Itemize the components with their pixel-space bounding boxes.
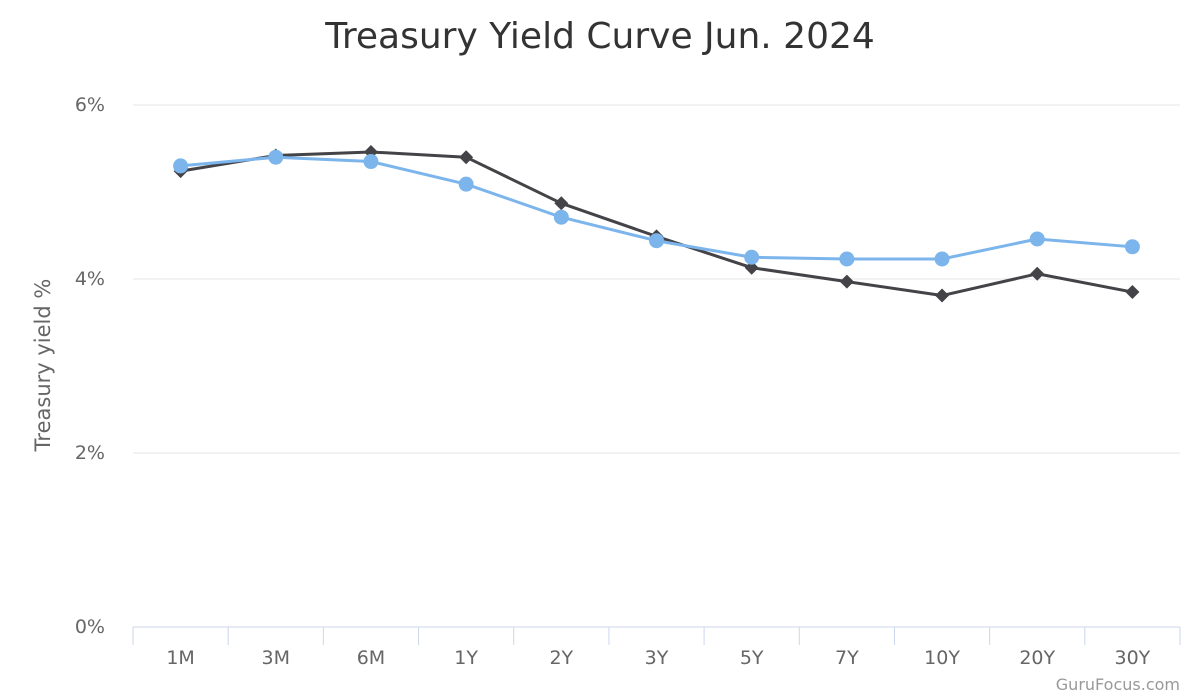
series-2 <box>173 149 1140 267</box>
x-axis-ticks: 1M 3M 6M 1Y 2Y 3Y 5Y 7Y 10Y 20Y 30Y <box>166 647 1150 669</box>
data-point <box>934 251 950 267</box>
data-point <box>459 150 474 165</box>
x-tick-label: 10Y <box>924 647 960 669</box>
data-point <box>1030 266 1045 281</box>
data-point <box>935 288 950 303</box>
x-tick-label: 2Y <box>549 647 573 669</box>
series-line <box>179 150 1134 298</box>
data-point <box>1125 285 1140 300</box>
y-axis-title: Treasury yield % <box>31 279 55 453</box>
x-tick-label: 1M <box>166 647 194 669</box>
x-tick-label: 3M <box>262 647 290 669</box>
x-axis <box>132 626 1181 645</box>
credit-text[interactable]: GuruFocus.com <box>1056 675 1180 694</box>
y-tick-label: 4% <box>75 268 105 290</box>
x-tick-label: 1Y <box>454 647 478 669</box>
x-tick-label: 6M <box>357 647 385 669</box>
series-layer <box>173 144 1140 303</box>
data-point <box>173 158 189 174</box>
data-point <box>268 149 284 165</box>
chart-title: Treasury Yield Curve Jun. 2024 <box>324 16 875 57</box>
data-point <box>1124 239 1140 255</box>
data-point <box>744 249 760 265</box>
x-tick-label: 5Y <box>740 647 764 669</box>
data-point <box>649 233 664 249</box>
y-tick-label: 6% <box>75 94 105 116</box>
data-point <box>553 209 569 225</box>
y-axis-ticks: 0% 2% 4% 6% <box>75 94 105 638</box>
x-tick-label: 3Y <box>645 647 669 669</box>
data-point <box>839 251 855 267</box>
x-tick-label: 20Y <box>1019 647 1055 669</box>
data-point <box>363 154 379 170</box>
y-tick-label: 2% <box>75 442 105 464</box>
data-point <box>554 196 569 211</box>
grid-lines <box>133 104 1180 454</box>
data-point <box>458 176 474 192</box>
x-tick-label: 30Y <box>1115 647 1151 669</box>
y-tick-label: 0% <box>75 616 105 638</box>
data-point <box>1029 231 1045 247</box>
x-tick-label: 7Y <box>835 647 859 669</box>
data-point <box>839 274 854 289</box>
data-point <box>744 260 759 275</box>
